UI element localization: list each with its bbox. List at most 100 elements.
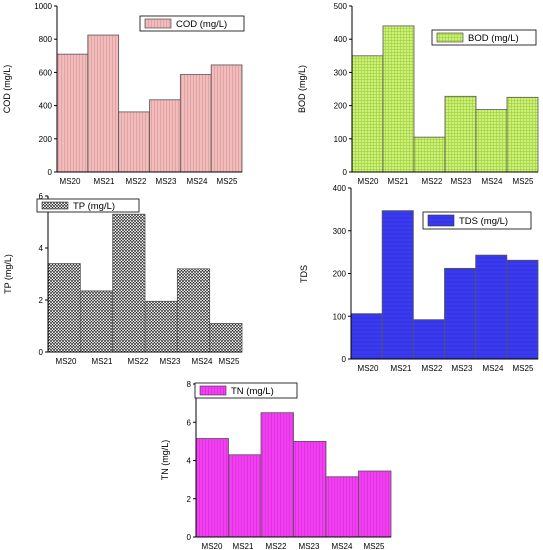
bar <box>179 74 212 173</box>
legend-swatch <box>144 18 172 29</box>
legend-swatch <box>436 32 464 43</box>
chart-cod: 0 200 400 600 800 1000 MS20 MS21 MS22 MS23 MS24 MS2… <box>2 2 245 186</box>
y-tick-label: 400 <box>334 35 348 44</box>
x-tick-label: MS22 <box>422 364 443 373</box>
bar <box>351 55 384 173</box>
y-tick-label: 6 <box>39 192 44 201</box>
legend: COD (mg/L) <box>139 15 245 32</box>
y-tick-label: 800 <box>39 35 53 44</box>
x-tick-label: MS23 <box>452 364 473 373</box>
x-tick-label: MS25 <box>513 177 534 186</box>
y-tick-label: 2 <box>187 495 192 504</box>
bar <box>506 259 539 360</box>
bar <box>209 322 243 353</box>
x-tick-label: MS22 <box>422 177 443 186</box>
x-tick-label: MS21 <box>233 542 254 550</box>
legend: TDS (mg/L) <box>422 211 532 230</box>
y-tick-label: 2 <box>39 296 44 305</box>
bar <box>350 313 383 360</box>
y-tick-label: 400 <box>333 184 347 193</box>
bar <box>112 213 146 353</box>
legend: TP (mg/L) <box>36 198 140 213</box>
y-tick-label: 4 <box>39 244 44 253</box>
y-tick-label: 0 <box>343 168 348 177</box>
y-tick-label: 100 <box>334 135 348 144</box>
bar <box>381 210 414 360</box>
x-tick-label: MS22 <box>126 177 147 186</box>
y-tick-label: 600 <box>39 68 53 77</box>
y-tick-label: 200 <box>333 270 347 279</box>
bar <box>176 268 211 353</box>
y-tick-label: 200 <box>39 135 53 144</box>
x-tick-label: MS20 <box>358 364 379 373</box>
legend-label: TN (mg/L) <box>231 386 274 397</box>
x-tick-label: MS25 <box>364 542 385 550</box>
bar <box>444 95 477 173</box>
y-tick-label: 8 <box>187 380 192 389</box>
chart-tds: 0 100 200 300 400 MS20 MS21 MS22 MS23 MS24 MS25 TDS… <box>299 184 539 373</box>
legend-label: TDS (mg/L) <box>459 216 508 227</box>
bar <box>412 319 445 360</box>
chart-tn: 0 2 4 6 8 MS20 MS21 MS22 MS23 MS24 MS25 TN (mg/L) TN… <box>160 380 392 550</box>
legend: TN (mg/L) <box>194 382 298 399</box>
y-axis-label: TDS <box>299 265 309 283</box>
legend-swatch <box>199 385 227 396</box>
x-tick-label: MS24 <box>482 177 503 186</box>
x-tick-label: MS22 <box>266 542 287 550</box>
y-tick-label: 1000 <box>34 2 52 11</box>
legend-label: TP (mg/L) <box>73 201 115 212</box>
x-tick-label: MS25 <box>219 357 240 366</box>
chart-tp: 0 2 4 6 MS20 MS21 MS22 MS23 MS24 MS25 TP (mg/L) TP … <box>3 192 243 366</box>
bar <box>56 53 89 173</box>
bar <box>144 300 178 353</box>
x-tick-label: MS20 <box>358 177 379 186</box>
legend-swatch <box>41 201 69 210</box>
y-tick-label: 0 <box>342 355 347 364</box>
x-tick-label: MS21 <box>92 357 113 366</box>
x-tick-label: MS23 <box>160 357 181 366</box>
y-tick-label: 0 <box>39 348 44 357</box>
bar <box>195 438 229 538</box>
x-tick-label: MS20 <box>202 542 223 550</box>
y-tick-label: 500 <box>334 2 348 11</box>
bar <box>444 267 477 360</box>
bar <box>358 470 392 538</box>
bar <box>149 99 181 173</box>
x-tick-label: MS23 <box>299 542 320 550</box>
bar <box>382 25 415 173</box>
legend-label: COD (mg/L) <box>176 19 227 30</box>
y-tick-label: 0 <box>187 533 192 542</box>
y-axis-label: TP (mg/L) <box>3 254 13 294</box>
y-tick-label: 400 <box>39 102 53 111</box>
x-tick-label: MS25 <box>513 364 534 373</box>
y-tick-label: 200 <box>334 102 348 111</box>
x-tick-label: MS24 <box>192 357 213 366</box>
legend-label: BOD (mg/L) <box>468 33 519 44</box>
y-tick-label: 0 <box>48 168 53 177</box>
y-tick-label: 6 <box>187 418 192 427</box>
legend: BOD (mg/L) <box>431 29 537 46</box>
bar <box>260 412 294 538</box>
bar <box>118 111 150 173</box>
y-axis-label: BOD (mg/L) <box>297 65 307 113</box>
bar <box>325 476 359 538</box>
x-tick-label: MS24 <box>187 177 208 186</box>
x-tick-label: MS20 <box>56 357 77 366</box>
bar <box>475 254 508 360</box>
x-tick-label: MS23 <box>451 177 472 186</box>
bar <box>293 440 327 538</box>
chart-bod: 0 100 200 300 400 500 MS20 MS21 MS22 MS23 MS24 MS25… <box>297 2 539 186</box>
y-tick-label: 100 <box>333 312 347 321</box>
bar <box>506 96 539 173</box>
bar <box>413 136 446 173</box>
bar <box>210 64 243 173</box>
bar <box>475 109 508 173</box>
y-tick-label: 300 <box>333 227 347 236</box>
bar <box>87 34 120 173</box>
x-tick-label: MS22 <box>128 357 149 366</box>
y-axis-label: TN (mg/L) <box>160 440 170 481</box>
x-tick-label: MS21 <box>391 364 412 373</box>
y-tick-label: 300 <box>334 68 348 77</box>
bar <box>228 454 262 538</box>
